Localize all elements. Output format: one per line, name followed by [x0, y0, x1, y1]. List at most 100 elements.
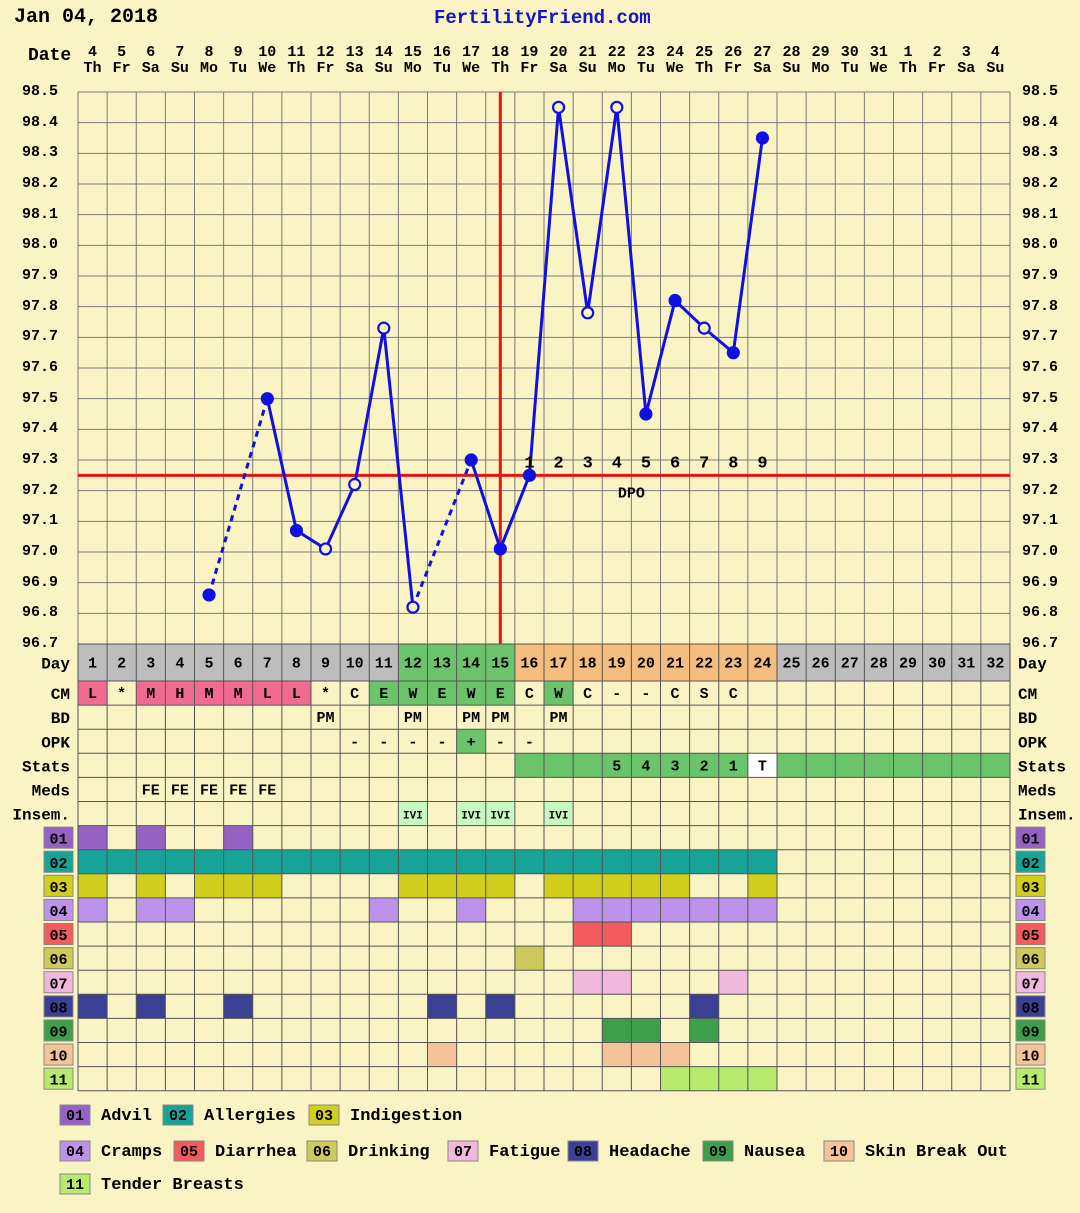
svg-text:PM: PM — [462, 710, 480, 727]
svg-text:FE: FE — [229, 782, 247, 799]
svg-text:CM: CM — [51, 686, 70, 704]
svg-text:C: C — [350, 686, 359, 703]
svg-text:2: 2 — [700, 758, 709, 775]
svg-text:Day: Day — [1018, 656, 1047, 674]
svg-text:25: 25 — [783, 656, 801, 673]
svg-text:07: 07 — [49, 976, 67, 993]
svg-text:29: 29 — [899, 656, 917, 673]
svg-text:IVI: IVI — [461, 811, 481, 823]
svg-text:24: 24 — [753, 656, 771, 673]
svg-text:02: 02 — [49, 856, 67, 873]
svg-text:-: - — [525, 734, 534, 751]
svg-text:Tender Breasts: Tender Breasts — [101, 1176, 244, 1195]
svg-text:27: 27 — [841, 656, 859, 673]
svg-text:9: 9 — [321, 656, 330, 673]
svg-text:-: - — [350, 734, 359, 751]
svg-text:-: - — [408, 734, 417, 751]
svg-text:10: 10 — [830, 1144, 848, 1161]
svg-text:09: 09 — [49, 1024, 67, 1041]
svg-text:FE: FE — [142, 782, 160, 799]
svg-text:Diarrhea: Diarrhea — [215, 1143, 297, 1162]
svg-text:C: C — [671, 686, 680, 703]
svg-text:-: - — [496, 734, 505, 751]
svg-text:5: 5 — [612, 758, 621, 775]
svg-text:Insem.: Insem. — [1018, 807, 1076, 825]
svg-text:W: W — [408, 686, 417, 703]
svg-text:-: - — [641, 686, 650, 703]
svg-text:30: 30 — [928, 656, 946, 673]
svg-text:Cramps: Cramps — [101, 1143, 162, 1162]
svg-text:L: L — [263, 686, 272, 703]
svg-text:1: 1 — [729, 758, 738, 775]
svg-text:W: W — [467, 686, 476, 703]
svg-text:FE: FE — [200, 782, 218, 799]
svg-text:32: 32 — [986, 656, 1004, 673]
svg-text:20: 20 — [637, 656, 655, 673]
svg-text:PM: PM — [550, 710, 568, 727]
svg-text:08: 08 — [1021, 1000, 1039, 1017]
svg-text:08: 08 — [49, 1000, 67, 1017]
svg-text:C: C — [583, 686, 592, 703]
svg-text:Stats: Stats — [22, 758, 70, 776]
svg-text:10: 10 — [346, 656, 364, 673]
svg-text:Fatigue: Fatigue — [489, 1143, 560, 1162]
svg-text:10: 10 — [1021, 1049, 1039, 1066]
svg-text:06: 06 — [49, 952, 67, 969]
svg-text:01: 01 — [49, 832, 67, 849]
svg-text:Stats: Stats — [1018, 758, 1066, 776]
svg-text:05: 05 — [49, 928, 67, 945]
svg-text:01: 01 — [1021, 832, 1039, 849]
svg-text:M: M — [234, 686, 243, 703]
svg-text:31: 31 — [957, 656, 975, 673]
svg-text:Skin Break Out: Skin Break Out — [865, 1143, 1008, 1162]
svg-text:Meds: Meds — [32, 782, 70, 800]
svg-text:E: E — [379, 686, 388, 703]
svg-text:M: M — [205, 686, 214, 703]
svg-text:BD: BD — [1018, 710, 1037, 728]
svg-text:BD: BD — [51, 710, 70, 728]
svg-text:OPK: OPK — [41, 734, 70, 752]
svg-text:11: 11 — [375, 656, 393, 673]
svg-text:Drinking: Drinking — [348, 1143, 430, 1162]
svg-text:16: 16 — [520, 656, 538, 673]
svg-text:03: 03 — [1021, 880, 1039, 897]
svg-text:04: 04 — [49, 904, 67, 921]
svg-text:Allergies: Allergies — [204, 1107, 296, 1126]
svg-text:E: E — [438, 686, 447, 703]
svg-text:23: 23 — [724, 656, 742, 673]
svg-text:PM: PM — [404, 710, 422, 727]
svg-text:FE: FE — [258, 782, 276, 799]
svg-text:IVI: IVI — [403, 811, 423, 823]
svg-text:13: 13 — [433, 656, 451, 673]
svg-text:12: 12 — [404, 656, 422, 673]
svg-text:22: 22 — [695, 656, 713, 673]
svg-text:04: 04 — [66, 1144, 84, 1161]
svg-text:01: 01 — [66, 1108, 84, 1125]
svg-text:15: 15 — [491, 656, 509, 673]
svg-text:07: 07 — [454, 1144, 472, 1161]
svg-text:-: - — [379, 734, 388, 751]
svg-text:07: 07 — [1021, 976, 1039, 993]
svg-text:E: E — [496, 686, 505, 703]
svg-text:Advil: Advil — [101, 1107, 152, 1126]
svg-text:OPK: OPK — [1018, 734, 1047, 752]
svg-text:04: 04 — [1021, 904, 1039, 921]
svg-text:C: C — [525, 686, 534, 703]
svg-text:18: 18 — [579, 656, 597, 673]
svg-text:21: 21 — [666, 656, 684, 673]
svg-text:H: H — [175, 686, 184, 703]
svg-text:02: 02 — [1021, 856, 1039, 873]
svg-text:26: 26 — [812, 656, 830, 673]
svg-text:CM: CM — [1018, 686, 1037, 704]
svg-text:4: 4 — [641, 758, 650, 775]
svg-text:FE: FE — [171, 782, 189, 799]
svg-text:IVI: IVI — [490, 811, 510, 823]
svg-text:06: 06 — [1021, 952, 1039, 969]
svg-text:05: 05 — [1021, 928, 1039, 945]
svg-text:4: 4 — [175, 656, 184, 673]
svg-text:03: 03 — [315, 1108, 333, 1125]
svg-text:14: 14 — [462, 656, 480, 673]
svg-text:Nausea: Nausea — [744, 1143, 805, 1162]
svg-text:Meds: Meds — [1018, 782, 1056, 800]
svg-text:11: 11 — [1021, 1073, 1039, 1090]
